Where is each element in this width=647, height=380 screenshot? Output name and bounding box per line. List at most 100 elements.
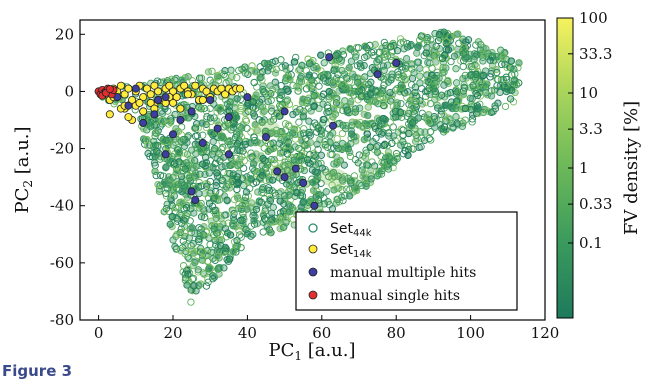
set44k-point	[160, 178, 169, 187]
set44k-point	[298, 137, 306, 145]
colorbar-tick-label: 100	[579, 9, 608, 27]
set44k-point	[310, 91, 318, 100]
set44k-point	[285, 74, 293, 82]
y-tick-label: 20	[55, 25, 74, 43]
set44k-point	[297, 203, 305, 211]
set44k-point	[340, 70, 349, 78]
set44k-point	[266, 195, 274, 203]
set44k-point	[200, 270, 208, 278]
set44k-point	[452, 113, 460, 121]
set44k-point	[345, 64, 353, 72]
set44k-point	[454, 30, 462, 38]
set44k-point	[175, 158, 183, 166]
set44k-point	[259, 154, 267, 163]
set44k-point	[437, 91, 446, 99]
set44k-point	[362, 182, 370, 190]
set44k-point	[233, 74, 241, 82]
set44k-point	[183, 281, 191, 289]
multiple-hit-point	[261, 133, 270, 142]
set44k-point	[202, 282, 211, 290]
multiple-hit-point	[224, 113, 233, 122]
set14k-point	[105, 110, 114, 119]
x-tick-label: 80	[387, 324, 406, 342]
multiple-hit-point	[325, 53, 334, 62]
set44k-point	[430, 74, 439, 82]
set44k-point	[228, 72, 236, 81]
set14k-point	[191, 81, 200, 90]
set44k-point	[204, 194, 213, 202]
set44k-point	[249, 110, 258, 118]
multiple-hit-point	[198, 138, 207, 147]
multiple-hit-point	[161, 150, 170, 159]
set44k-point	[511, 70, 519, 78]
multiple-hit-point	[161, 93, 170, 102]
set44k-point	[258, 185, 266, 194]
set44k-point	[487, 108, 496, 117]
set44k-point	[215, 270, 223, 278]
set44k-point	[252, 91, 260, 99]
x-tick-label: 40	[238, 324, 257, 342]
multiple-hit-point	[310, 201, 319, 210]
set44k-point	[500, 49, 508, 58]
set44k-point	[384, 78, 393, 86]
set44k-point	[359, 172, 367, 181]
set44k-point	[205, 199, 214, 207]
set44k-point	[414, 43, 422, 51]
set44k-point	[361, 154, 370, 162]
set44k-point	[467, 70, 476, 79]
set44k-point	[208, 67, 216, 75]
set44k-point	[386, 88, 394, 97]
set44k-point	[171, 110, 179, 119]
set44k-point	[424, 76, 433, 85]
set44k-point	[360, 61, 368, 70]
set44k-point	[415, 143, 423, 152]
set44k-point	[289, 110, 297, 119]
colorbar-tick-label: 0.33	[579, 195, 612, 213]
set44k-point	[268, 86, 276, 94]
set44k-point	[432, 58, 440, 66]
legend-marker-single-hits	[308, 290, 318, 300]
colorbar-tick-label: 1	[579, 159, 589, 177]
set44k-point	[271, 69, 280, 77]
set44k-point	[472, 105, 480, 113]
set44k-point	[402, 54, 411, 63]
set44k-point	[226, 255, 234, 263]
colorbar-tick-label: 0.1	[579, 234, 603, 252]
set44k-point	[300, 166, 309, 175]
multiple-hit-point	[154, 96, 163, 105]
set14k-point	[146, 90, 155, 99]
set44k-point	[191, 257, 200, 265]
set44k-point	[194, 266, 202, 274]
set44k-point	[222, 211, 230, 219]
set44k-point	[207, 217, 215, 225]
set44k-point	[320, 59, 328, 67]
set44k-point	[233, 236, 241, 245]
set44k-point	[346, 45, 354, 53]
set44k-point	[405, 129, 413, 138]
set44k-point	[172, 169, 180, 177]
set44k-point	[180, 222, 189, 230]
set44k-point	[258, 95, 266, 103]
set44k-point	[158, 117, 166, 125]
set44k-point	[152, 141, 160, 149]
set44k-point	[261, 204, 270, 212]
set44k-point	[288, 129, 297, 137]
set44k-point	[465, 55, 473, 63]
set44k-point	[167, 75, 175, 83]
set44k-point	[259, 108, 267, 116]
multiple-hit-point	[273, 167, 282, 176]
set44k-point	[416, 64, 424, 72]
set44k-point	[292, 53, 300, 62]
set44k-point	[310, 72, 318, 80]
set44k-point	[466, 94, 474, 102]
legend-label-multiple-hits: manual multiple hits	[330, 265, 476, 281]
set44k-point	[354, 96, 362, 104]
set44k-point	[218, 163, 226, 171]
set44k-point	[199, 269, 207, 277]
set44k-point	[364, 103, 372, 111]
set44k-point	[319, 74, 328, 82]
set44k-point	[479, 71, 488, 80]
set44k-point	[166, 118, 175, 127]
set44k-point	[401, 76, 410, 84]
set44k-point	[512, 81, 521, 89]
